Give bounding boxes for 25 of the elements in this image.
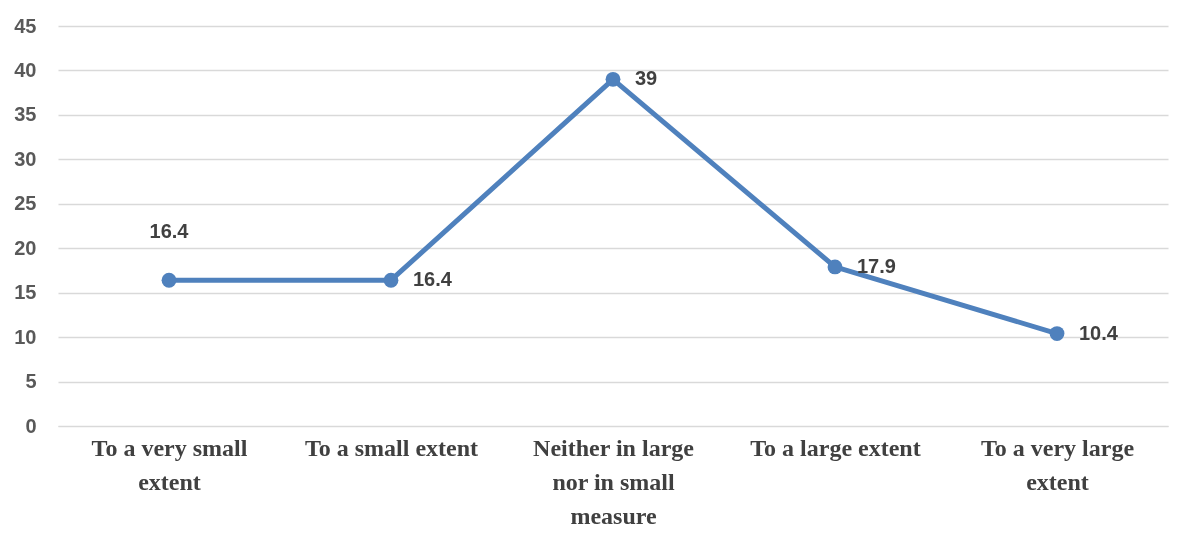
y-tick-label: 35 bbox=[14, 103, 37, 126]
point bbox=[383, 272, 399, 288]
x-tick-label: To a small extent bbox=[304, 434, 479, 461]
y-tick-label: 30 bbox=[14, 147, 37, 170]
point bbox=[161, 272, 177, 288]
data-label: 10.4 bbox=[1079, 321, 1119, 344]
data-label: 17.9 bbox=[857, 254, 896, 277]
data-label: 16.4 bbox=[413, 268, 453, 291]
y-tick-label: 15 bbox=[14, 281, 37, 304]
y-tick-label: 10 bbox=[14, 325, 37, 348]
point bbox=[827, 259, 843, 275]
x-tick-label: Neither in large nor in small measure bbox=[533, 434, 695, 529]
x-tick-label: To a very large extent bbox=[980, 434, 1135, 495]
y-tick-label: 40 bbox=[14, 58, 37, 81]
y-tick-label: 5 bbox=[25, 370, 37, 393]
y-tick-label: 25 bbox=[14, 192, 37, 215]
y-tick-label: 20 bbox=[14, 236, 37, 259]
x-tick-label: To a very small extent bbox=[91, 434, 248, 495]
y-tick-label: 0 bbox=[25, 414, 37, 437]
y-tick-label: 45 bbox=[14, 14, 37, 37]
data-label: 16.4 bbox=[149, 220, 190, 243]
point bbox=[1049, 326, 1065, 341]
data-label: 39 bbox=[635, 67, 658, 90]
point bbox=[605, 71, 621, 87]
x-tick-label: To a large extent bbox=[750, 434, 921, 461]
